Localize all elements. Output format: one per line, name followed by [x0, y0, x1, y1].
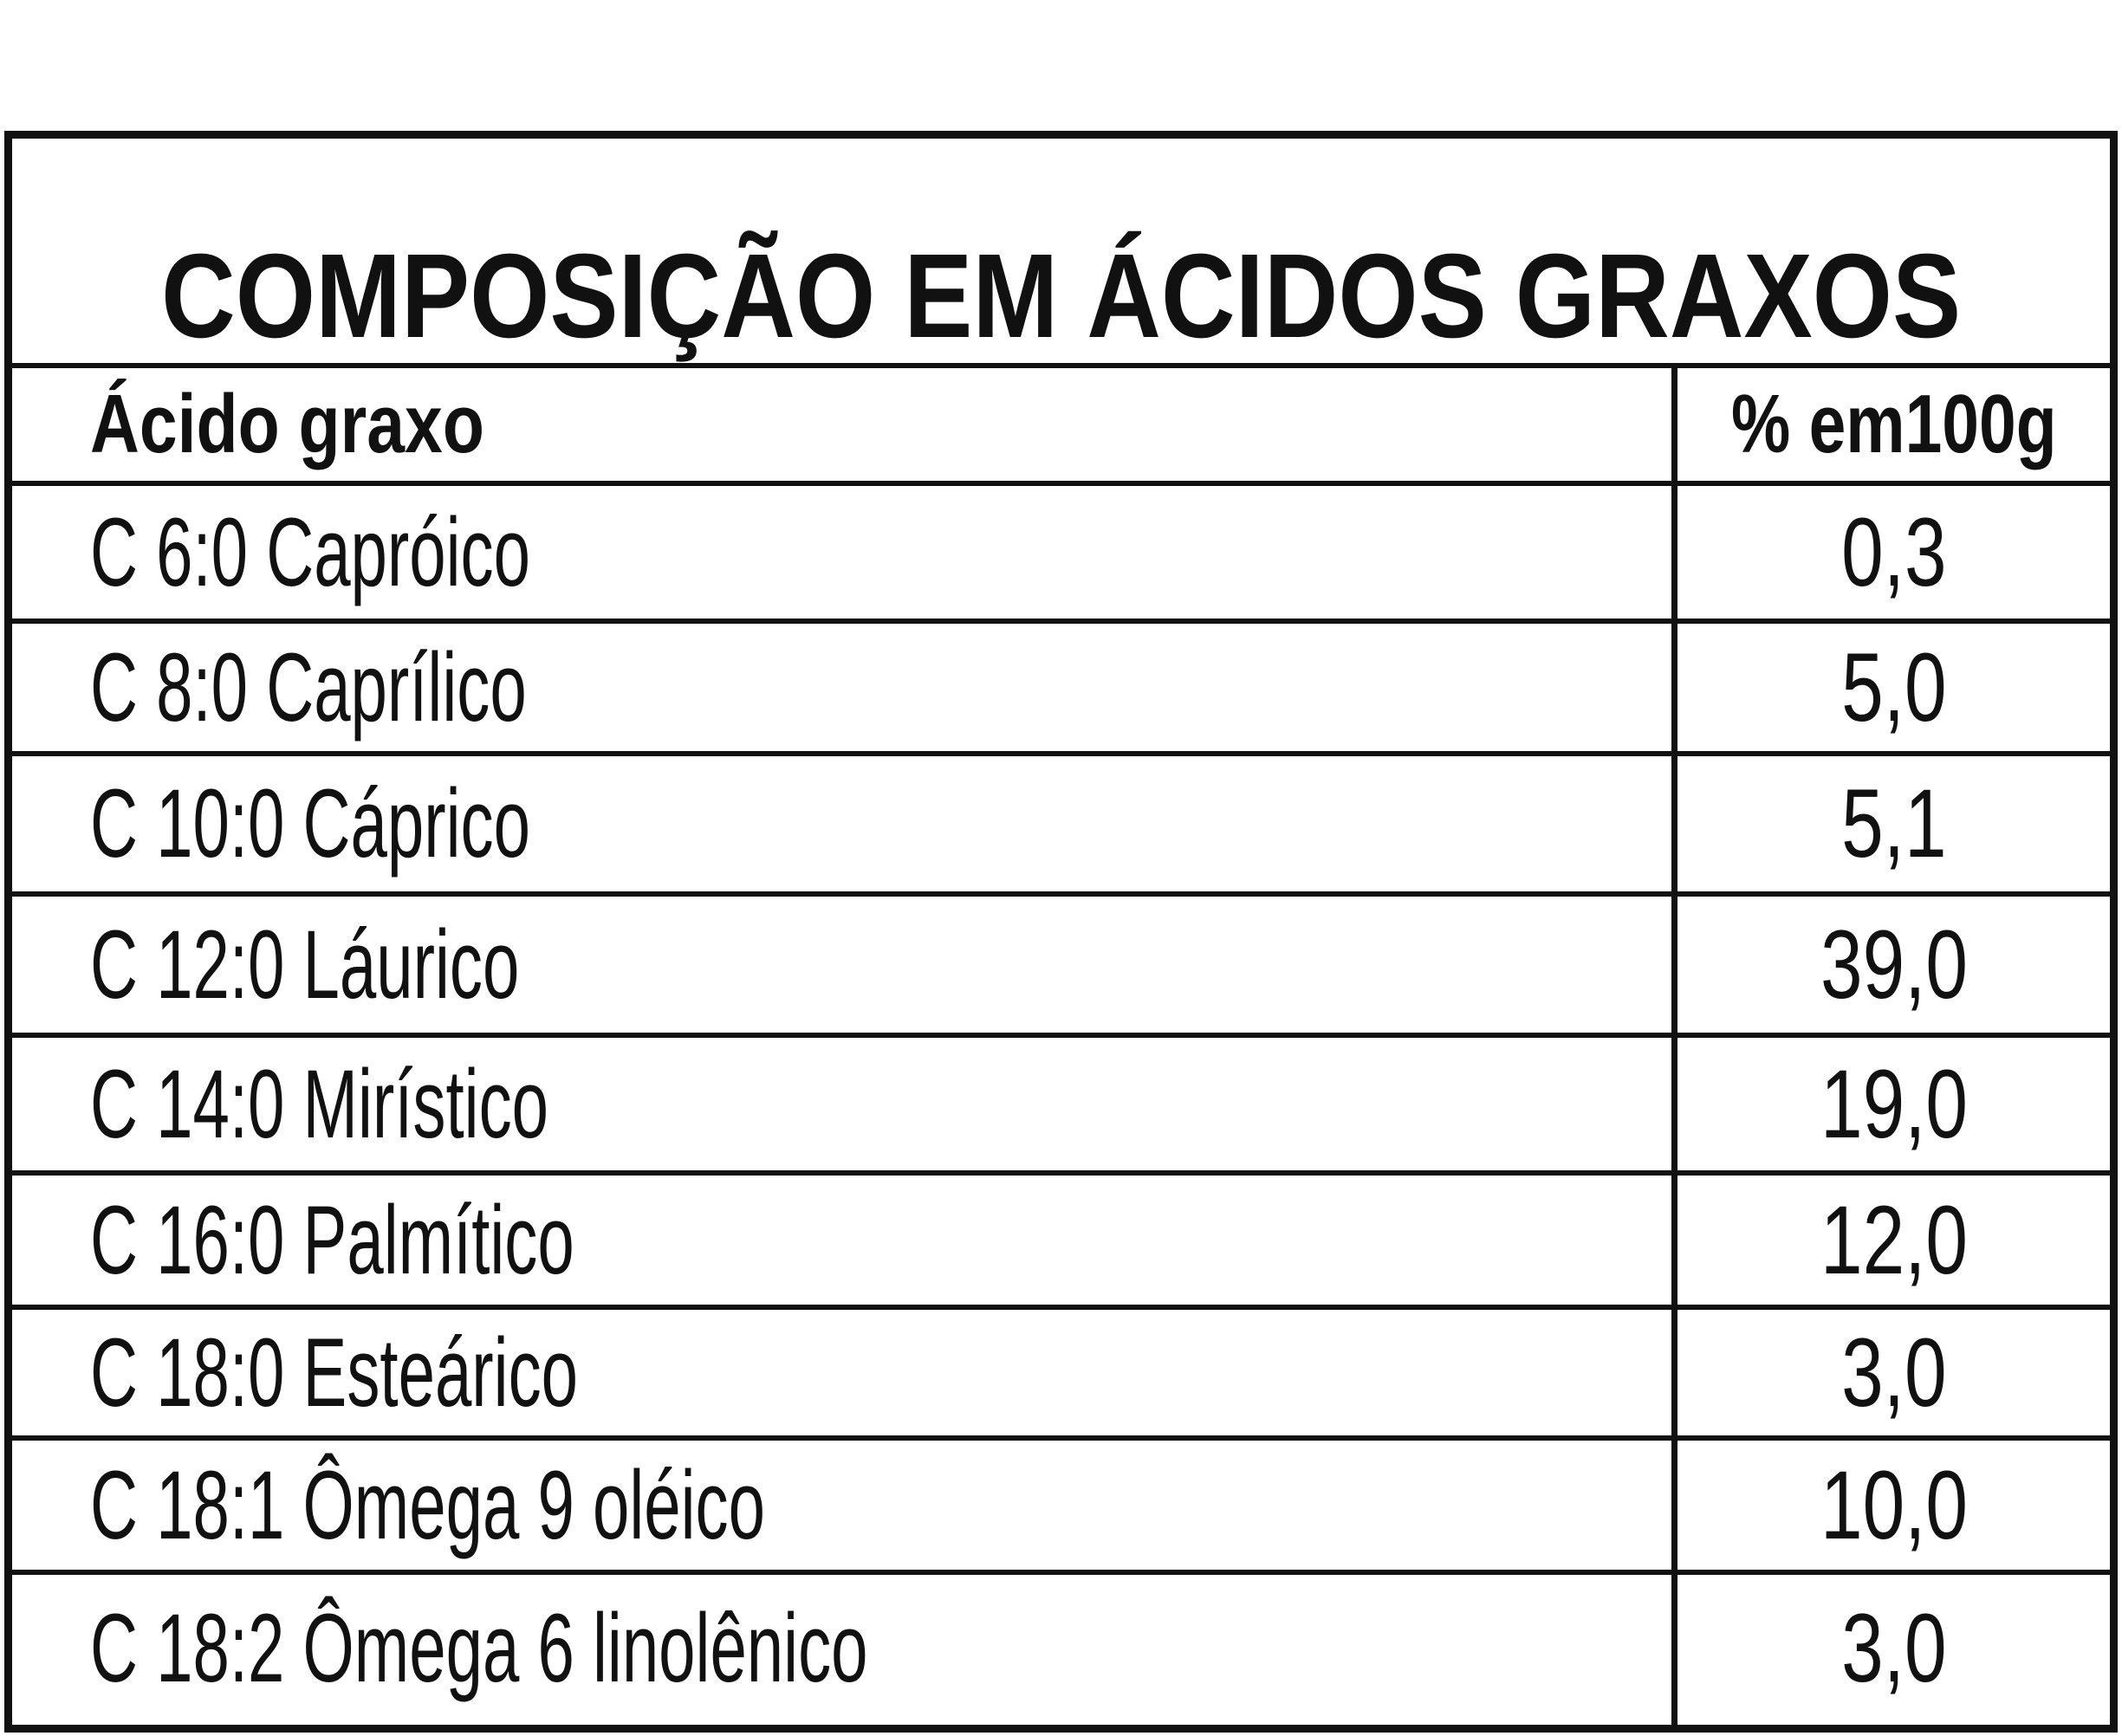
column-divider	[1671, 366, 1677, 1725]
row-value-text: 12,0	[1820, 1185, 1968, 1294]
row-value-text: 19,0	[1820, 1049, 1968, 1158]
row-divider	[12, 1170, 2110, 1176]
row-name-text: C 14:0 Mirístico	[90, 1049, 549, 1158]
row-name: C 14:0 Mirístico	[90, 1038, 1663, 1170]
row-divider	[12, 363, 2110, 368]
row-name-text: C 6:0 Capróico	[90, 497, 530, 606]
row-value: 0,3	[1677, 486, 2110, 619]
row-name-text: C 16:0 Palmítico	[90, 1185, 574, 1294]
row-value: 19,0	[1677, 1038, 2110, 1170]
row-divider	[12, 891, 2110, 897]
row-divider	[12, 481, 2110, 486]
row-name-text: C 8:0 Caprílico	[90, 632, 527, 742]
row-value-text: 5,1	[1840, 769, 1947, 878]
fatty-acid-table: COMPOSIÇÃO EM ÁCIDOS GRAXOS Ácido graxo%…	[4, 131, 2118, 1733]
row-value: 5,1	[1677, 756, 2110, 891]
row-name: C 10:0 Cáprico	[90, 756, 1663, 891]
row-value-text: 0,3	[1840, 497, 1947, 606]
row-value-text: 3,0	[1840, 1594, 1947, 1702]
row-value-text: 39,0	[1820, 910, 1968, 1019]
row-name-text: C 12:0 Láurico	[90, 910, 520, 1019]
row-name-text: C 10:0 Cáprico	[90, 769, 530, 878]
table-title: COMPOSIÇÃO EM ÁCIDOS GRAXOS	[12, 139, 2110, 373]
row-value: 12,0	[1677, 1176, 2110, 1305]
title-text: COMPOSIÇÃO EM ÁCIDOS GRAXOS	[160, 230, 1962, 363]
header-value: % em100g	[1677, 368, 2110, 481]
row-value-text: 3,0	[1840, 1318, 1947, 1427]
row-divider	[12, 1435, 2110, 1441]
row-name: C 8:0 Caprílico	[90, 624, 1663, 751]
row-value: 10,0	[1677, 1441, 2110, 1570]
row-name-text: C 18:2 Ômega 6 linolênico	[90, 1594, 868, 1702]
row-value: 3,0	[1677, 1575, 2110, 1722]
row-name: C 6:0 Capróico	[90, 486, 1663, 619]
row-divider	[12, 751, 2110, 756]
row-name: C 16:0 Palmítico	[90, 1176, 1663, 1305]
row-value: 5,0	[1677, 624, 2110, 751]
row-name: C 18:0 Esteárico	[90, 1310, 1663, 1435]
row-value-text: 5,0	[1840, 632, 1947, 742]
row-divider	[12, 1305, 2110, 1310]
row-name: C 18:1 Ômega 9 oléico	[90, 1441, 1663, 1570]
row-name-text: C 18:0 Esteárico	[90, 1318, 579, 1427]
row-name-text: C 18:1 Ômega 9 oléico	[90, 1450, 765, 1559]
header-value-text: % em100g	[1730, 378, 2057, 470]
row-divider	[12, 619, 2110, 624]
header-name: Ácido graxo	[90, 368, 1663, 481]
header-name-text: Ácido graxo	[90, 378, 484, 470]
row-value: 39,0	[1677, 897, 2110, 1033]
row-name: C 12:0 Láurico	[90, 897, 1663, 1033]
row-name: C 18:2 Ômega 6 linolênico	[90, 1575, 1663, 1722]
row-divider	[12, 1033, 2110, 1038]
row-value-text: 10,0	[1820, 1450, 1968, 1559]
row-divider	[12, 1570, 2110, 1575]
row-value: 3,0	[1677, 1310, 2110, 1435]
